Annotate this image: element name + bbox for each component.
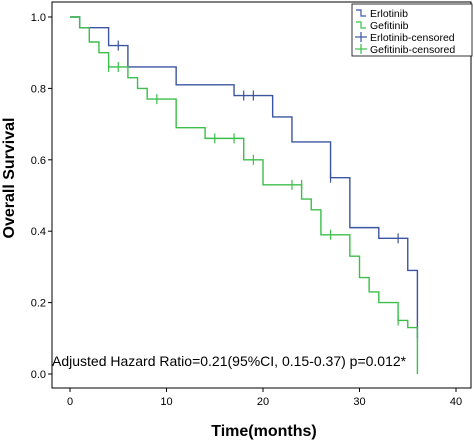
x-tick-label: 0 <box>67 396 73 408</box>
series-line-erlotinib <box>70 16 419 339</box>
legend-swatch <box>356 21 366 29</box>
axes: 0 10 20 30 40 0.0 0.2 0.4 0.6 0.8 1.0 <box>31 1 472 408</box>
legend-label: Erlotinib-censored <box>370 32 455 44</box>
legend-label: Gefitinib <box>370 20 409 32</box>
y-tick-label: 0.4 <box>31 226 46 238</box>
y-tick-label: 0.6 <box>31 155 46 167</box>
legend-box <box>351 3 473 57</box>
series-layer <box>70 16 419 374</box>
legend-label: Erlotinib <box>370 8 408 20</box>
legend: ErlotinibGefitinibErlotinib-censoredGefi… <box>351 3 473 57</box>
y-tick-label: 1.0 <box>31 12 46 24</box>
legend-label: Gefitinib-censored <box>370 44 455 56</box>
series-line-gefitinib <box>70 16 419 374</box>
annotation-text: Adjusted Hazard Ratio=0.21(95%CI, 0.15-0… <box>52 353 407 369</box>
legend-swatch <box>356 9 366 17</box>
x-tick-label: 10 <box>160 396 172 408</box>
x-axis-title: Time(months) <box>211 423 316 440</box>
x-tick-label: 20 <box>257 396 269 408</box>
x-tick-label: 30 <box>353 396 365 408</box>
y-tick-label: 0.2 <box>31 298 46 310</box>
y-tick-label: 0.8 <box>31 83 46 95</box>
y-axis-title: Overall Survival <box>1 118 18 239</box>
x-tick-label: 40 <box>450 396 462 408</box>
y-tick-label: 0.0 <box>31 369 46 381</box>
plot-frame <box>51 1 472 389</box>
